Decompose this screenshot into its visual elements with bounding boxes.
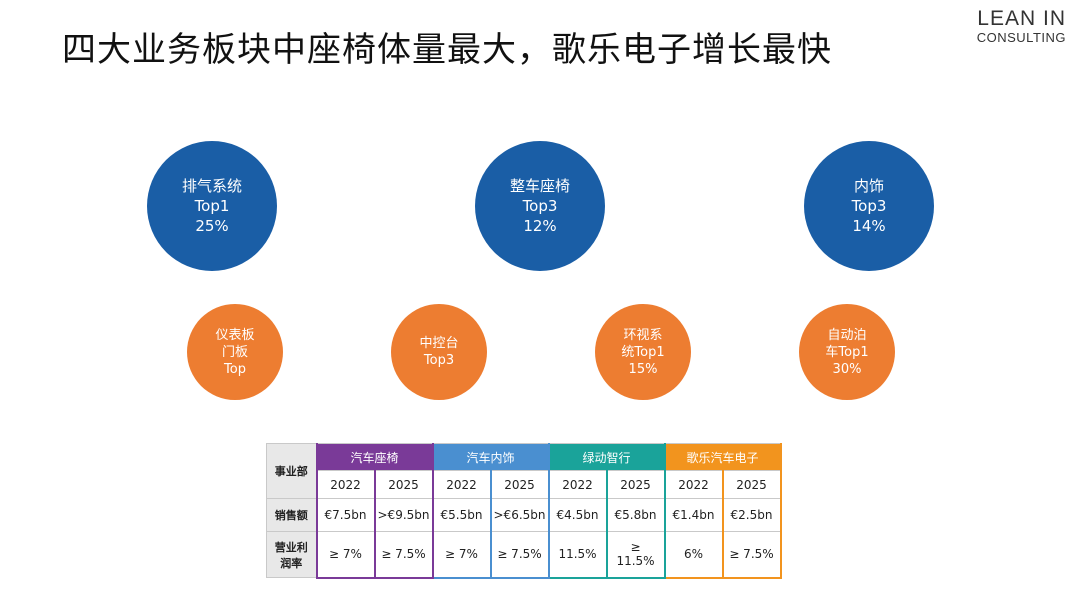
division-header-seating: 汽车座椅 (315, 443, 434, 471)
division-table: 事业部 汽车座椅 汽车内饰 绿动智行 歌乐汽车电子 2022 2025 2022… (266, 443, 782, 579)
circle-share: 14% (852, 217, 886, 235)
logo-line-1: LEAN IN (977, 7, 1066, 30)
year-cell: 2025 (373, 470, 434, 499)
circle-share: 25% (195, 217, 229, 235)
row-header-margin: 营业利 润率 (266, 531, 317, 578)
sales-cell: >€9.5bn (373, 498, 434, 532)
circle-rank: Top1 (194, 197, 230, 215)
logo-line-2: CONSULTING (976, 30, 1066, 45)
margin-cell: 6% (663, 531, 724, 579)
business-circle-exhaust: 排气系统 Top1 25% (147, 141, 277, 271)
business-circle-interiors: 内饰 Top3 14% (804, 141, 934, 271)
circle-label: 仪表板 (215, 327, 255, 343)
circle-rank: Top (224, 361, 246, 377)
sales-cell: €7.5bn (315, 498, 376, 532)
margin-cell: ≥ 7.5% (373, 531, 434, 579)
circle-label: 中控台 (419, 336, 459, 351)
year-cell: 2022 (663, 470, 724, 499)
circle-label-2: 门板 (221, 344, 248, 360)
circle-rank: Top3 (851, 197, 887, 215)
year-cell: 2022 (315, 470, 376, 499)
brand-logo: LEAN IN CONSULTING (977, 8, 1066, 44)
margin-cell: 11.5% (547, 531, 608, 579)
margin-cell: ≥ 7% (315, 531, 376, 579)
row-header-sales: 销售额 (266, 498, 317, 532)
circle-label: 自动泊 (827, 327, 867, 343)
division-header-clarion: 歌乐汽车电子 (663, 443, 782, 471)
year-cell: 2022 (547, 470, 608, 499)
circle-rank: 统Top1 (621, 344, 665, 360)
margin-cell: ≥ 11.5% (605, 531, 666, 579)
row-header-margin-line1: 营业利 (274, 540, 308, 554)
circle-label: 整车座椅 (509, 177, 570, 195)
margin-cell: ≥ 7.5% (489, 531, 550, 579)
circle-rank: Top3 (522, 197, 558, 215)
product-circle-auto-parking: 自动泊 车Top1 30% (799, 304, 895, 400)
circle-rank: Top3 (423, 353, 455, 368)
circle-label: 排气系统 (181, 177, 242, 195)
page-title: 四大业务板块中座椅体量最大，歌乐电子增长最快 (62, 30, 832, 70)
circle-share: 15% (628, 361, 658, 377)
sales-cell: €4.5bn (547, 498, 608, 532)
circle-label: 内饰 (853, 177, 884, 195)
sales-cell: €5.8bn (605, 498, 666, 532)
circle-rank: 车Top1 (825, 344, 869, 360)
year-cell: 2022 (431, 470, 492, 499)
product-circle-instrument-panel: 仪表板 门板 Top (187, 304, 283, 400)
circle-share: 30% (832, 361, 862, 377)
year-cell: 2025 (605, 470, 666, 499)
circle-share: 12% (523, 217, 557, 235)
product-circle-surround-view: 环视系 统Top1 15% (595, 304, 691, 400)
division-header-green-mobility: 绿动智行 (547, 443, 666, 471)
margin-cell: ≥ 7.5% (721, 531, 782, 579)
row-header-division: 事业部 (266, 443, 317, 499)
margin-cell: ≥ 7% (431, 531, 492, 579)
sales-cell: >€6.5bn (489, 498, 550, 532)
division-header-interiors: 汽车内饰 (431, 443, 550, 471)
circle-label: 环视系 (623, 327, 663, 343)
sales-cell: €5.5bn (431, 498, 492, 532)
sales-cell: €1.4bn (663, 498, 724, 532)
sales-cell: €2.5bn (721, 498, 782, 532)
row-header-margin-line2: 润率 (280, 556, 303, 570)
year-cell: 2025 (489, 470, 550, 499)
year-cell: 2025 (721, 470, 782, 499)
business-circle-seating: 整车座椅 Top3 12% (475, 141, 605, 271)
product-circle-center-console: 中控台 Top3 (391, 304, 487, 400)
